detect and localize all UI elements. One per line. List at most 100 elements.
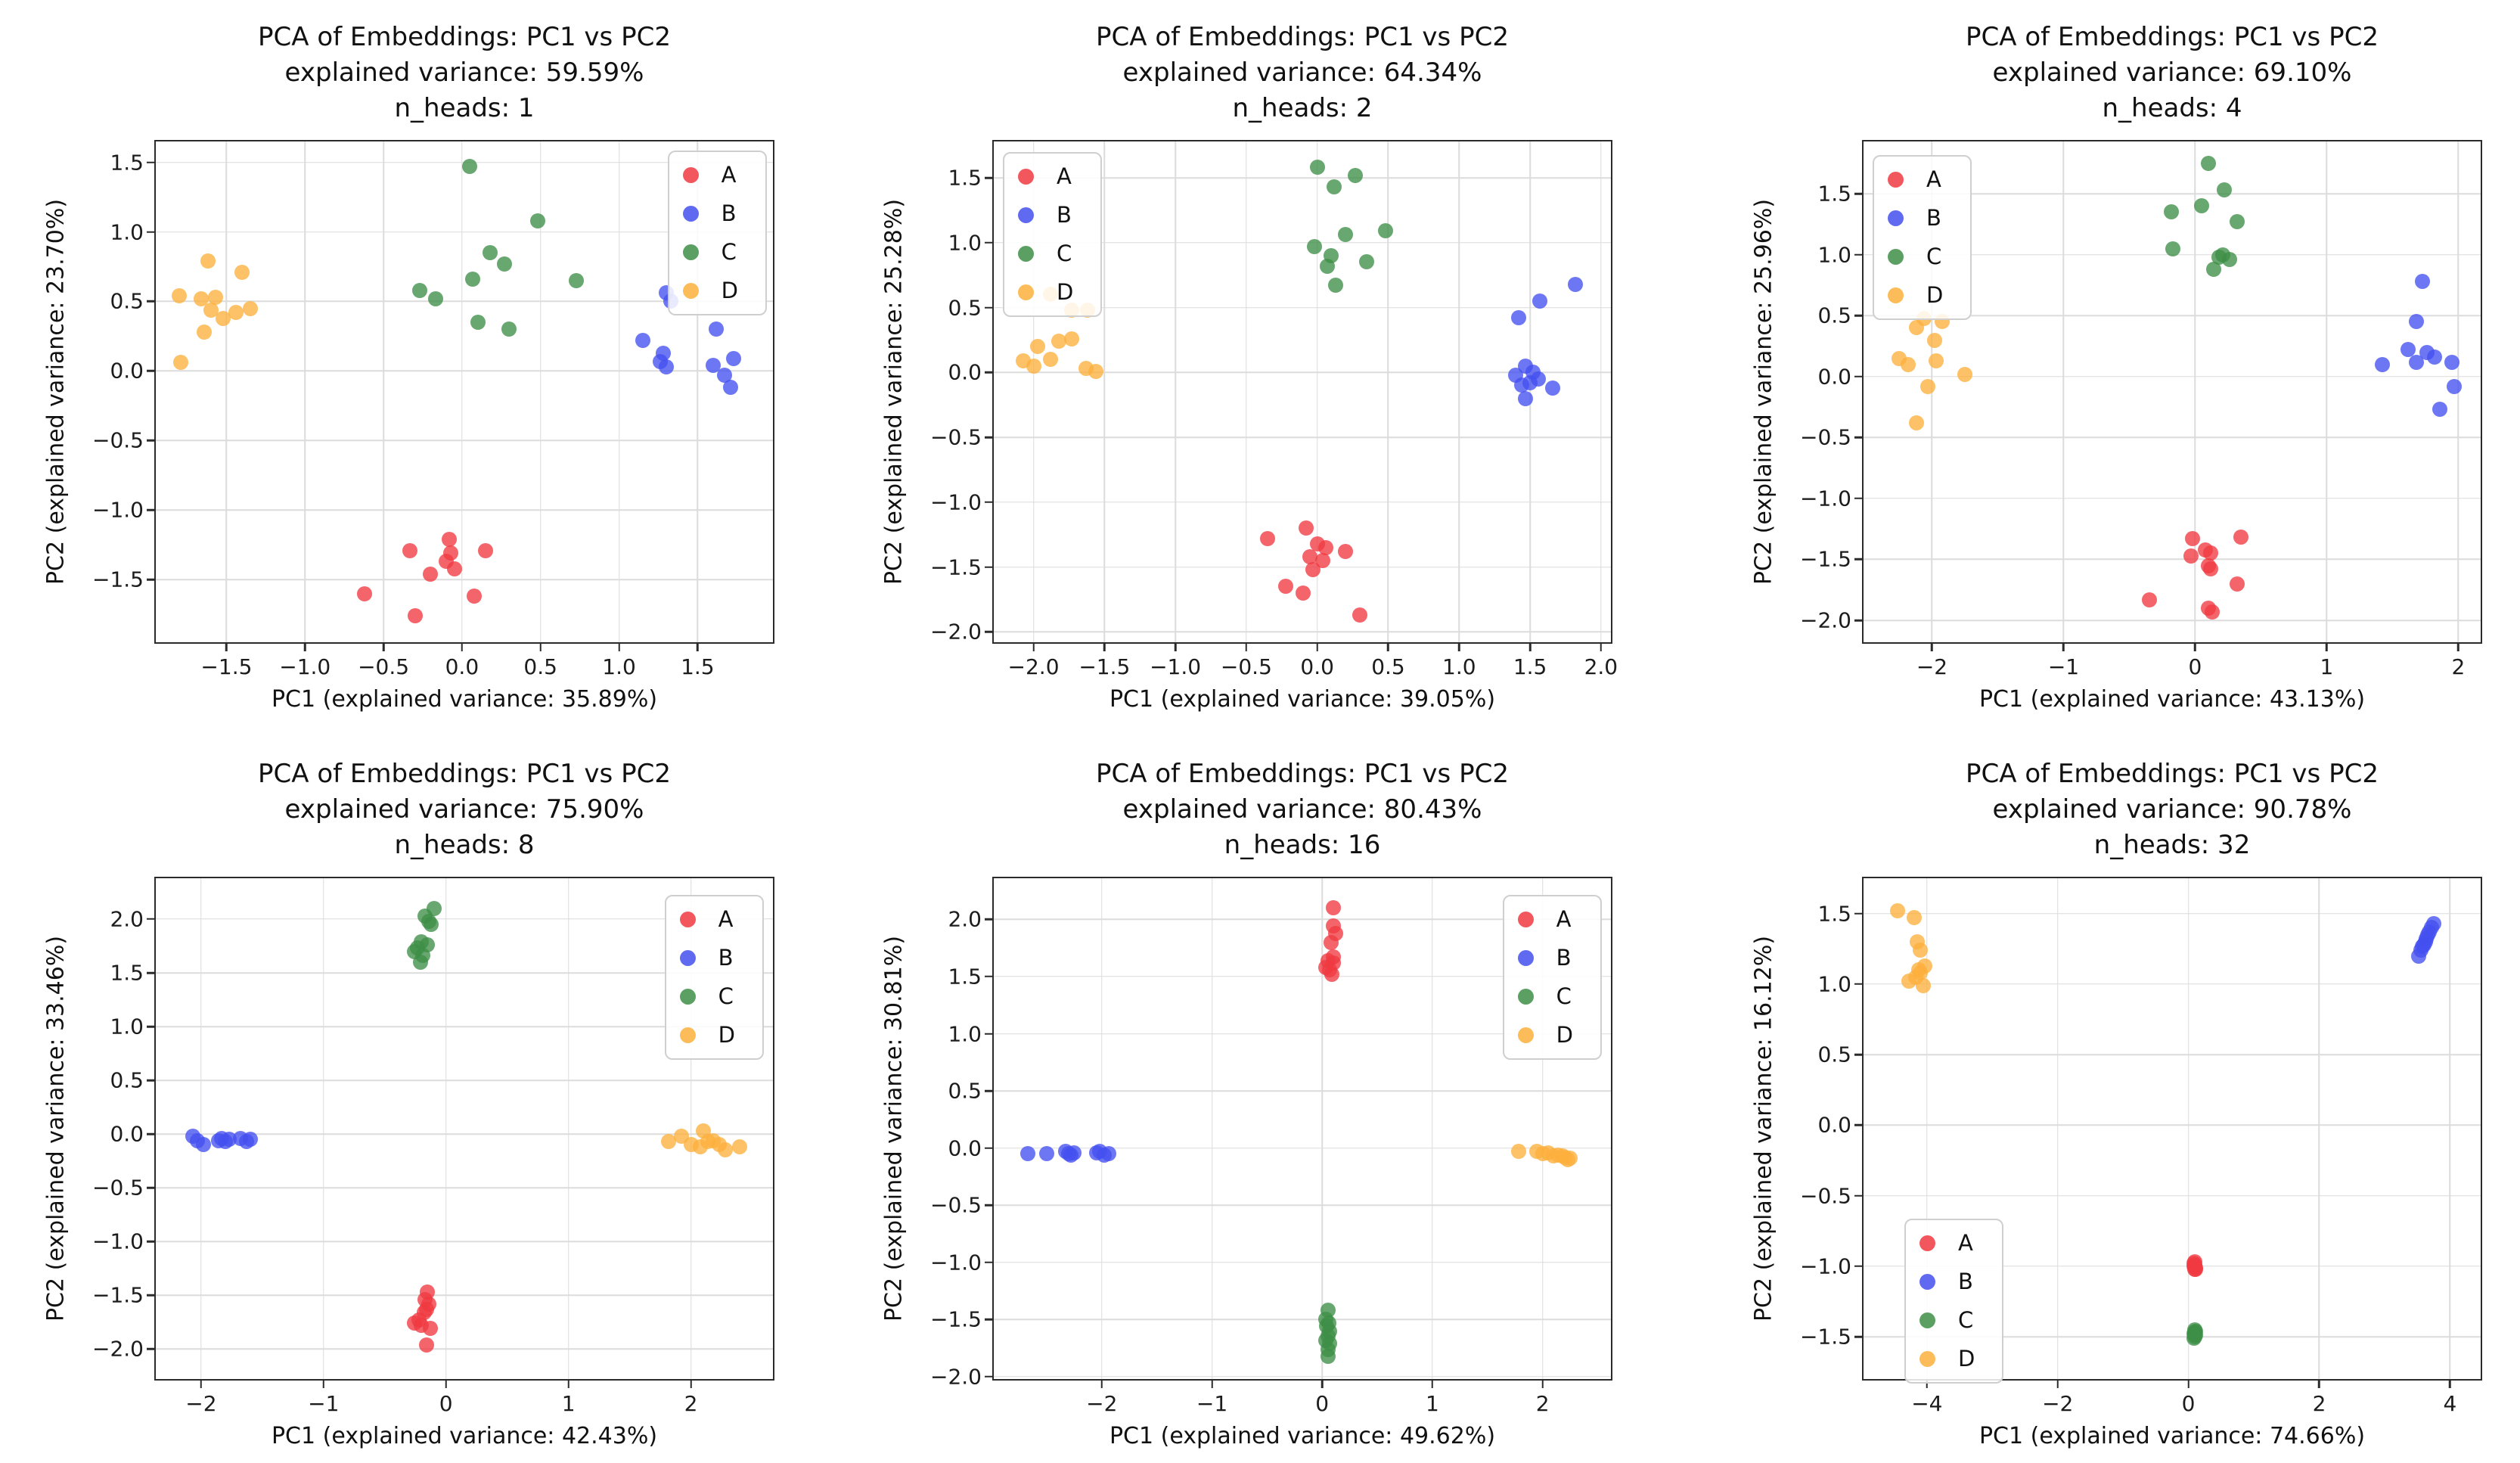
legend-label: A bbox=[718, 906, 734, 932]
scatter-point-B bbox=[2432, 402, 2448, 418]
gridline-vertical bbox=[1032, 141, 1035, 642]
y-tick-mark bbox=[1854, 1265, 1862, 1268]
y-tick-label: −1.5 bbox=[92, 567, 144, 592]
y-tick-label: −0.5 bbox=[92, 1175, 144, 1201]
x-tick-mark bbox=[2449, 1381, 2451, 1388]
gridline-vertical bbox=[539, 141, 542, 642]
scatter-point-B bbox=[1511, 310, 1527, 326]
x-tick-label: −2 bbox=[1916, 654, 1948, 679]
legend-label: B bbox=[1958, 1269, 1973, 1294]
legend-label: B bbox=[1926, 205, 1941, 231]
legend-item-B: B bbox=[682, 203, 738, 225]
legend-item-D: D bbox=[1018, 281, 1073, 303]
x-tick-label: −0.5 bbox=[358, 654, 410, 679]
gridline-horizontal bbox=[156, 1348, 773, 1350]
legend-marker-icon bbox=[1517, 950, 1534, 966]
legend-item-C: C bbox=[1919, 1309, 1975, 1331]
y-tick-label: −0.5 bbox=[92, 427, 144, 453]
scatter-point-B bbox=[1545, 380, 1561, 396]
y-tick-label: 2.0 bbox=[110, 906, 144, 932]
scatter-point-C bbox=[2165, 241, 2180, 256]
gridline-horizontal bbox=[994, 1204, 1611, 1207]
x-axis-label: PC1 (explained variance: 49.62%) bbox=[1109, 1423, 1496, 1449]
x-tick-mark bbox=[461, 644, 464, 651]
legend-marker-icon bbox=[679, 912, 696, 927]
y-tick-mark bbox=[1854, 253, 1862, 256]
plot-area: −4 −2 0 2 4 1.5 1.0 0.5 0.0 −0.5 −1.0 −1.5 bbox=[1800, 877, 2482, 1416]
plot-area: −2 −1 0 1 2 2.0 1.5 1.0 0.5 0.0 −0.5 −1.0 −1.5 −2.0 bbox=[92, 877, 774, 1416]
gridline-horizontal bbox=[156, 1079, 773, 1081]
scatter-point-C bbox=[2164, 204, 2180, 220]
scatter-point-A bbox=[1317, 539, 1333, 555]
scatter-point-C bbox=[411, 282, 427, 298]
legend-marker-icon bbox=[682, 167, 699, 183]
x-tick-mark bbox=[618, 644, 620, 651]
plot-title: PCA of Embeddings: PC1 vs PC2 explained … bbox=[1966, 22, 2379, 124]
y-tick-label: 0.5 bbox=[110, 1067, 144, 1093]
legend-marker-icon bbox=[682, 283, 699, 299]
y-tick-mark bbox=[985, 501, 992, 504]
gridline-horizontal bbox=[1864, 1194, 2481, 1197]
y-tick-mark bbox=[147, 161, 154, 163]
x-tick-mark bbox=[1926, 1381, 1929, 1388]
gridline-horizontal bbox=[994, 242, 1611, 244]
x-tick-label: −0.5 bbox=[1220, 654, 1272, 679]
scatter-point-D bbox=[234, 264, 250, 280]
scatter-point-A bbox=[442, 531, 458, 547]
legend-item-A: A bbox=[679, 906, 735, 932]
legend-marker-icon bbox=[1517, 989, 1534, 1005]
gridline-horizontal bbox=[156, 509, 773, 511]
y-tick-label: −0.5 bbox=[1800, 424, 1851, 450]
legend-marker-icon bbox=[1517, 912, 1534, 927]
legend-label: D bbox=[721, 278, 738, 303]
x-tick-label: −1.5 bbox=[1078, 654, 1131, 679]
y-tick-label: 0.0 bbox=[948, 1135, 982, 1161]
legend-item-B: B bbox=[1888, 207, 1943, 229]
subplot-nheads-2: PCA of Embeddings: PC1 vs PC2 explained … bbox=[881, 22, 1618, 713]
scatter-point-A bbox=[2203, 545, 2219, 561]
scatter-point-B bbox=[196, 1137, 212, 1153]
scatter-point-A bbox=[446, 561, 462, 576]
y-tick-mark bbox=[985, 1147, 992, 1149]
scatter-point-D bbox=[1901, 356, 1916, 372]
x-tick-label: −1.5 bbox=[200, 654, 253, 679]
x-tick-label: 0.5 bbox=[1371, 654, 1405, 679]
legend-item-D: D bbox=[1888, 284, 1943, 306]
scatter-point-C bbox=[496, 256, 512, 272]
scatter-point-A bbox=[357, 586, 373, 601]
gridline-horizontal bbox=[1864, 376, 2481, 377]
gridline-horizontal bbox=[156, 1241, 773, 1242]
x-tick-mark bbox=[2062, 644, 2065, 651]
gridline-horizontal bbox=[156, 1026, 773, 1027]
legend-label: A bbox=[721, 162, 737, 188]
x-tick-mark bbox=[1032, 644, 1035, 651]
scatter-point-A bbox=[467, 589, 483, 604]
legend-label: C bbox=[721, 239, 737, 265]
legend-item-C: C bbox=[1517, 986, 1573, 1008]
legend-label: D bbox=[1057, 279, 1074, 305]
scatter-point-B bbox=[1061, 1146, 1077, 1162]
y-tick-mark bbox=[985, 631, 992, 633]
x-tick-mark bbox=[1528, 644, 1532, 651]
y-tick-label: 0.5 bbox=[110, 288, 144, 314]
legend-marker-icon bbox=[1018, 207, 1034, 223]
gridline-horizontal bbox=[1864, 1266, 2481, 1267]
scatter-point-A bbox=[422, 1321, 438, 1337]
gridline-horizontal bbox=[994, 502, 1611, 503]
x-tick-label: 1 bbox=[561, 1391, 576, 1416]
scatter-point-B bbox=[2444, 354, 2459, 370]
y-tick-label: −2.0 bbox=[1800, 607, 1851, 633]
y-tick-label: 1.0 bbox=[1817, 242, 1851, 268]
scatter-point-B bbox=[1020, 1146, 1036, 1162]
scatter-point-D bbox=[1510, 1144, 1526, 1160]
scatter-point-D bbox=[1030, 338, 1046, 354]
scatter-point-B bbox=[2425, 915, 2441, 931]
x-tick-label: 1.0 bbox=[602, 654, 636, 679]
gridline-vertical bbox=[1103, 141, 1106, 642]
gridline-horizontal bbox=[156, 972, 773, 974]
legend-marker-icon bbox=[1018, 284, 1034, 300]
legend-label: C bbox=[718, 983, 734, 1009]
scatter-point-D bbox=[1906, 910, 1922, 926]
x-tick-mark bbox=[539, 644, 542, 651]
